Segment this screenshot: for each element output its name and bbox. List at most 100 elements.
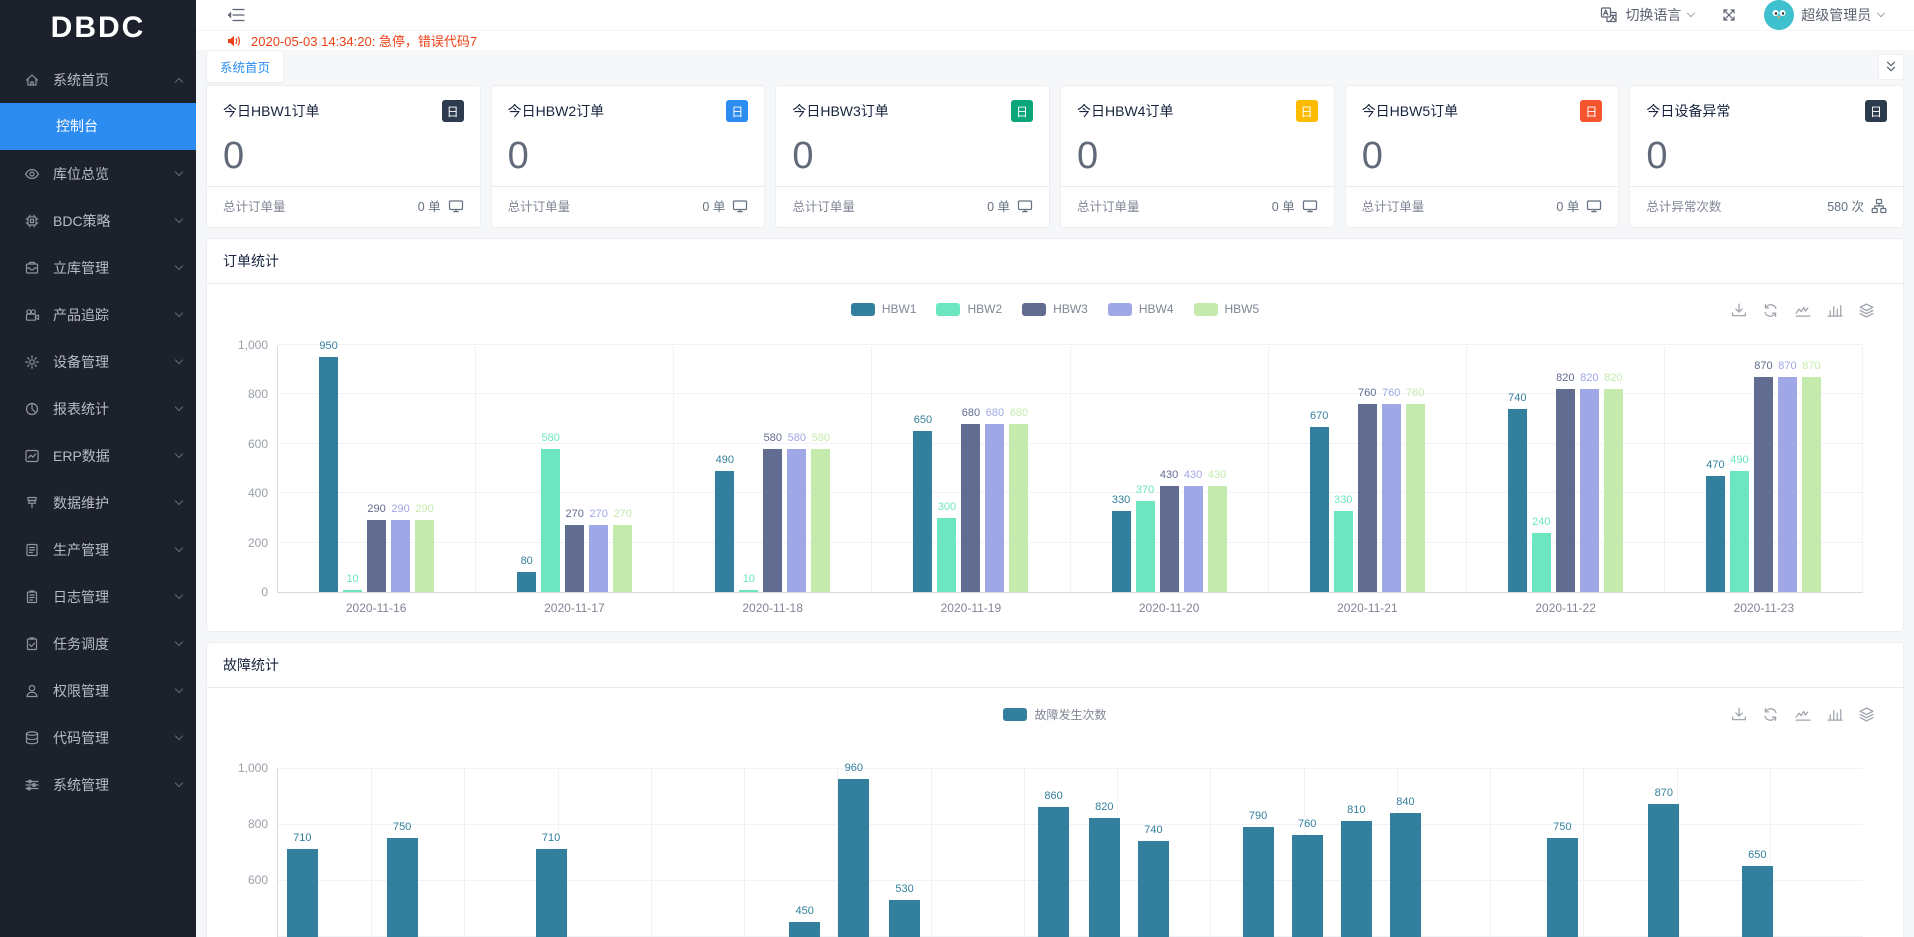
stat-card-title: 今日设备异常 (1646, 103, 1731, 119)
panel-title-faults: 故障统计 (207, 643, 1903, 688)
stat-card-footer-value: 0 单 (417, 200, 441, 214)
bar: 490 (715, 454, 735, 592)
legend-item[interactable]: 故障发生次数 (1003, 706, 1107, 723)
monitor-icon (1302, 198, 1318, 214)
divider (207, 186, 480, 187)
download-icon[interactable] (1730, 302, 1747, 319)
sidebar-item[interactable]: 任务调度 (0, 620, 196, 667)
chevron-down-icon (174, 355, 184, 365)
bar: 80 (517, 555, 537, 592)
sidebar-subitem[interactable]: 控制台 (0, 103, 196, 150)
sidebar-item[interactable]: 代码管理 (0, 714, 196, 761)
bar-value-label: 710 (541, 832, 561, 845)
language-switcher[interactable]: 切换语言 (1600, 5, 1696, 25)
sidebar-item[interactable]: 系统管理 (0, 761, 196, 808)
sidebar-item-label: 产品追踪 (53, 306, 109, 323)
bar-group: 650 300 680 680 680 (872, 346, 1071, 592)
legend-item[interactable]: HBW1 (850, 302, 916, 316)
bar: 580 (541, 432, 561, 592)
refresh-icon[interactable] (1762, 706, 1779, 723)
sidebar-item[interactable]: 数据维护 (0, 479, 196, 526)
sidebar-item-label: 系统首页 (53, 71, 109, 88)
legend-swatch (1193, 302, 1218, 316)
day-badge: 日 (726, 100, 749, 122)
monitor-icon (732, 198, 748, 214)
x-axis-label: 2020-11-22 (1535, 601, 1596, 615)
trend-chart-icon (24, 448, 40, 464)
stat-card: 今日HBW1订单 日 0 总计订单量 0 单 (206, 85, 481, 228)
x-axis-label: 2020-11-20 (1138, 601, 1200, 615)
sidebar-item[interactable]: 设备管理 (0, 338, 196, 385)
legend-item[interactable]: HBW5 (1193, 302, 1260, 316)
stat-card-footer-label: 总计订单量 (1077, 200, 1140, 214)
sidebar-item[interactable]: 产品追踪 (0, 291, 196, 338)
sidebar-item[interactable]: 报表统计 (0, 385, 196, 432)
stat-card: 今日HBW4订单 日 0 总计订单量 0 单 (1060, 85, 1335, 228)
legend-item[interactable]: HBW2 (936, 302, 1002, 316)
sidebar-item[interactable]: 库位总览 (0, 150, 196, 197)
bar: 240 (1531, 516, 1551, 592)
fullscreen-icon[interactable] (1720, 6, 1738, 24)
bar-value-label: 670 (1310, 409, 1329, 422)
sidebar-item[interactable]: BDC策略 (0, 197, 196, 244)
chevron-down-icon (174, 402, 184, 412)
stat-card-footer-value: 0 单 (702, 200, 726, 214)
bar-value-label: 450 (795, 905, 814, 917)
stat-card-title: 今日HBW3订单 (792, 103, 889, 119)
sidebar-item[interactable]: 日志管理 (0, 573, 196, 620)
stat-card-title: 今日HBW4订单 (1077, 103, 1174, 119)
stack-icon[interactable] (1858, 706, 1875, 723)
download-icon[interactable] (1730, 706, 1747, 723)
bar-value-label: 760 (1358, 387, 1377, 400)
line-chart-icon[interactable] (1794, 706, 1811, 723)
tab-system-home[interactable]: 系统首页 (206, 50, 285, 83)
clipboard-icon (24, 589, 40, 605)
refresh-icon[interactable] (1762, 302, 1779, 319)
avatar[interactable] (1764, 0, 1795, 30)
stat-card: 今日HBW2订单 日 0 总计订单量 0 单 (490, 85, 766, 228)
clipboard-check-icon (24, 636, 40, 652)
order-chart-plot: 0 200 400 600 800 1,000 950 10 290 290 290 80 580 270… (238, 338, 1863, 599)
bar-chart-icon[interactable] (1826, 302, 1843, 319)
chevron-down-icon (174, 778, 184, 788)
collapse-menu-icon[interactable] (226, 5, 246, 25)
legend-label: HBW5 (1224, 302, 1260, 316)
bar-value-label: 710 (293, 832, 312, 845)
bar-chart-icon[interactable] (1826, 706, 1843, 723)
collapse-tabs-button[interactable] (1878, 53, 1904, 80)
language-label: 切换语言 (1625, 7, 1682, 23)
bar: 670 (1309, 410, 1329, 592)
bar: 580 (811, 432, 831, 592)
bar: 270 (565, 508, 585, 592)
bar-value-label: 960 (844, 762, 864, 775)
bar-value-label: 240 (1532, 515, 1551, 528)
line-chart-icon[interactable] (1794, 302, 1811, 319)
sidebar-item[interactable]: 生产管理 (0, 526, 196, 573)
stat-card-value: 0 (507, 135, 529, 177)
bar: 270 (589, 508, 609, 592)
sidebar-item[interactable]: 权限管理 (0, 667, 196, 714)
sidebar-item[interactable]: ERP数据 (0, 432, 196, 479)
stat-card-title: 今日HBW1订单 (223, 103, 320, 119)
stat-card-footer-value: 0 单 (987, 200, 1011, 214)
sidebar-item[interactable]: 系统首页 (0, 56, 196, 103)
bar: 960 (838, 762, 870, 937)
sidebar-item[interactable]: 立库管理 (0, 244, 196, 291)
sliders-icon (24, 777, 40, 793)
bar-group: 950 10 290 290 290 (278, 340, 477, 592)
chart-legend: 故障发生次数 (207, 706, 1903, 723)
bar: 330 (1111, 494, 1131, 592)
stack-icon[interactable] (1858, 302, 1875, 319)
legend-item[interactable]: HBW4 (1107, 302, 1174, 316)
gopher-avatar-image (1772, 10, 1786, 18)
bar: 430 (1159, 469, 1179, 592)
bar: 710 (286, 832, 318, 937)
legend-item[interactable]: HBW3 (1022, 302, 1088, 316)
bar: 860 (1038, 790, 1070, 937)
bar-value-label: 270 (613, 508, 632, 521)
home-icon (24, 72, 40, 88)
bar: 820 (1088, 801, 1120, 937)
sidebar-item-label: 生产管理 (53, 541, 109, 558)
stat-card-value: 0 (1361, 135, 1383, 177)
user-menu[interactable]: 超级管理员 (1764, 0, 1886, 30)
